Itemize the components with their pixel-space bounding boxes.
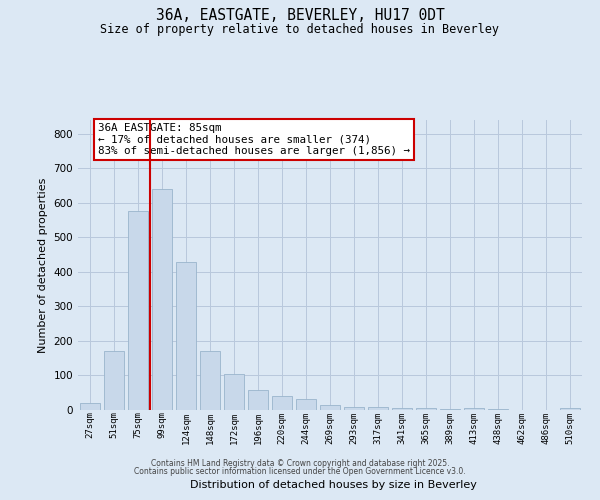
Text: 36A, EASTGATE, BEVERLEY, HU17 0DT: 36A, EASTGATE, BEVERLEY, HU17 0DT — [155, 8, 445, 22]
Bar — [392, 408, 412, 410]
Y-axis label: Number of detached properties: Number of detached properties — [38, 178, 48, 352]
Bar — [416, 408, 436, 410]
Bar — [344, 406, 364, 410]
Bar — [464, 408, 484, 410]
Bar — [104, 352, 124, 410]
Bar — [272, 396, 292, 410]
Text: Contains public sector information licensed under the Open Government Licence v3: Contains public sector information licen… — [134, 467, 466, 476]
Bar — [248, 390, 268, 410]
Bar — [128, 212, 148, 410]
Text: Contains HM Land Registry data © Crown copyright and database right 2025.: Contains HM Land Registry data © Crown c… — [151, 458, 449, 468]
Bar — [440, 409, 460, 410]
Text: Distribution of detached houses by size in Beverley: Distribution of detached houses by size … — [190, 480, 476, 490]
Bar — [152, 189, 172, 410]
Bar — [320, 405, 340, 410]
Bar — [296, 399, 316, 410]
Bar — [224, 374, 244, 410]
Bar — [80, 403, 100, 410]
Bar — [368, 407, 388, 410]
Bar — [560, 408, 580, 410]
Text: Size of property relative to detached houses in Beverley: Size of property relative to detached ho… — [101, 22, 499, 36]
Text: 36A EASTGATE: 85sqm
← 17% of detached houses are smaller (374)
83% of semi-detac: 36A EASTGATE: 85sqm ← 17% of detached ho… — [98, 123, 410, 156]
Bar — [200, 352, 220, 410]
Bar — [176, 262, 196, 410]
